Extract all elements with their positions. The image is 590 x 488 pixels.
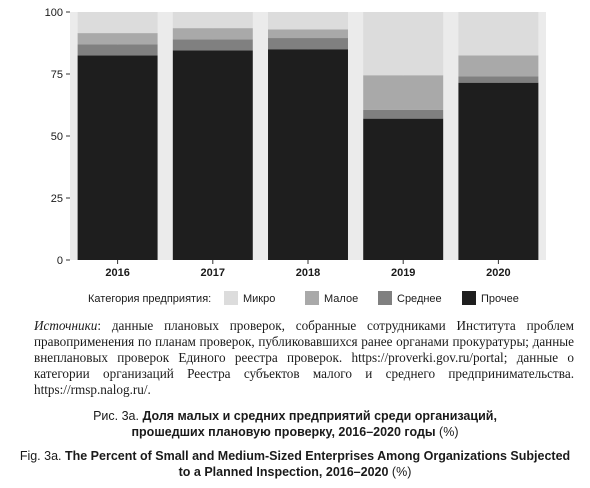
legend-label-Среднее: Среднее: [397, 293, 442, 305]
bar-2018-Прочее: [268, 49, 348, 261]
stacked-bar-chart: 0 25 50 75 100 2016 2017 2018 2019 2020 Категори…: [45, 7, 546, 305]
x-axis-ticks: 2016 2017 2018 2019 2020: [105, 260, 511, 279]
source-note: Источники: данные плановых проверок, соб…: [34, 318, 574, 398]
caption-ru-title-line2: прошедших плановую проверку, 2016–2020 г…: [131, 425, 436, 439]
bar-2016-Малое: [77, 33, 158, 45]
source-label: Источники: [34, 318, 98, 333]
x-tick-label-2017: 2017: [201, 267, 225, 279]
bar-2019-Среднее: [363, 109, 444, 119]
y-tick-label-0: 0: [57, 255, 63, 267]
y-tick-label-25: 25: [51, 193, 63, 205]
bar-2017-Среднее: [172, 39, 253, 51]
y-tick-label-100: 100: [45, 7, 63, 19]
bar-2017-Микро: [172, 12, 253, 29]
caption-en-prefix: Fig. 3a.: [19, 449, 65, 463]
legend-swatch-Малое: [305, 291, 319, 305]
bar-2019-Малое: [363, 75, 444, 110]
legend-swatch-Микро: [224, 291, 238, 305]
caption-ru-prefix: Рис. 3а.: [93, 409, 143, 423]
caption-en-unit: (%): [388, 465, 412, 479]
bar-2020-Среднее: [458, 76, 539, 83]
legend-label-Прочее: Прочее: [481, 293, 519, 305]
bars: [77, 12, 539, 261]
legend-swatch-Среднее: [378, 291, 392, 305]
legend-title: Категория предприятия:: [88, 293, 211, 305]
bar-2019-Микро: [363, 12, 444, 76]
bar-2016-Среднее: [77, 44, 158, 56]
caption-ru-title-line1: Доля малых и средних предприятий среди о…: [142, 409, 497, 423]
bar-2020-Прочее: [458, 82, 539, 261]
x-tick-label-2020: 2020: [486, 267, 510, 279]
bar-2017-Малое: [172, 28, 253, 40]
bar-2020-Малое: [458, 55, 539, 77]
bar-2020-Микро: [458, 12, 539, 56]
caption-english: Fig. 3a. The Percent of Small and Medium…: [10, 448, 580, 480]
legend-label-Малое: Малое: [324, 293, 358, 305]
caption-russian: Рис. 3а. Доля малых и средних предприяти…: [10, 408, 580, 440]
legend-label-Микро: Микро: [243, 293, 275, 305]
y-axis-ticks: 0 25 50 75 100: [45, 7, 70, 267]
bar-2018-Микро: [268, 12, 348, 30]
bar-2018-Среднее: [268, 38, 348, 50]
source-text: : данные плановых проверок, собранные со…: [34, 318, 574, 397]
x-tick-label-2016: 2016: [105, 267, 129, 279]
bar-2017-Прочее: [172, 50, 253, 260]
bar-2016-Микро: [77, 12, 158, 34]
caption-en-title-line2: to a Planned Inspection, 2016–2020: [178, 465, 389, 479]
bar-2019-Прочее: [363, 118, 444, 260]
caption-en-title-line1: The Percent of Small and Medium-Sized En…: [64, 449, 571, 463]
legend-swatch-Прочее: [462, 291, 476, 305]
bar-2016-Прочее: [77, 55, 158, 261]
y-tick-label-75: 75: [51, 69, 63, 81]
legend: Категория предприятия: Микро Малое Среднее П…: [88, 291, 519, 305]
x-tick-label-2018: 2018: [296, 267, 320, 279]
y-tick-label-50: 50: [51, 131, 63, 143]
caption-ru-unit: (%): [435, 425, 459, 439]
bar-2018-Малое: [268, 29, 348, 39]
x-tick-label-2019: 2019: [391, 267, 415, 279]
